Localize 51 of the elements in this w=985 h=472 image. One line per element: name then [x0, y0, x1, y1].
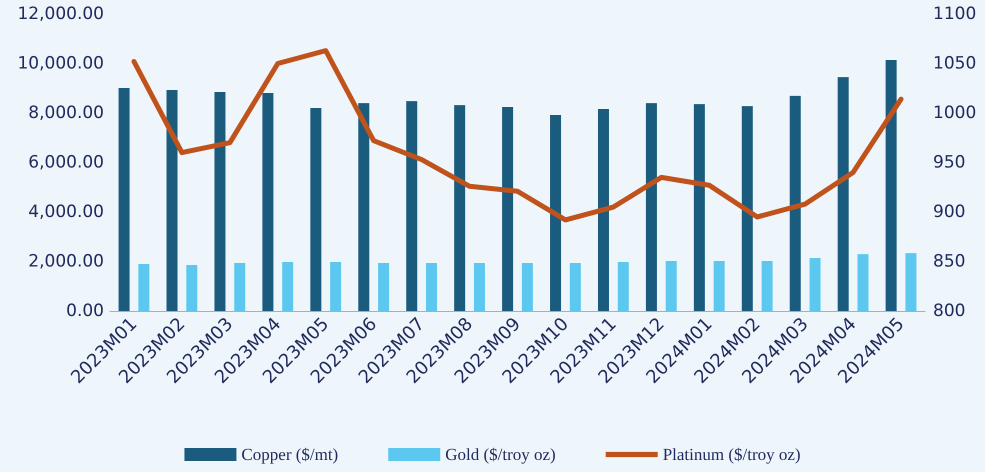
- y2-tick-label: 850: [933, 252, 966, 272]
- legend-label: Gold ($/troy oz): [445, 445, 556, 464]
- y2-tick-label: 1050: [933, 54, 976, 74]
- bar: [522, 262, 533, 311]
- bar: [886, 60, 897, 311]
- bar: [742, 106, 753, 311]
- bar: [790, 96, 801, 311]
- bar: [474, 262, 485, 311]
- bar: [550, 114, 562, 311]
- bar: [138, 264, 150, 311]
- bar: [570, 262, 581, 311]
- y-tick-label: 10,000.00: [17, 54, 104, 74]
- bar: [234, 262, 246, 311]
- bar: [330, 262, 342, 311]
- bar: [838, 77, 849, 311]
- bar: [406, 101, 418, 311]
- bar: [282, 262, 294, 311]
- bar: [905, 253, 916, 311]
- bar: [502, 107, 514, 311]
- y2-tick-label: 900: [933, 202, 966, 222]
- bar: [762, 261, 773, 311]
- y2-tick-label: 1100: [933, 4, 976, 24]
- bar: [186, 264, 198, 311]
- y2-tick-label: 950: [933, 152, 966, 172]
- bar: [618, 262, 629, 311]
- y-tick-label: 8,000.00: [28, 103, 104, 123]
- bar: [166, 90, 178, 311]
- bar: [810, 258, 821, 311]
- y2-tick-label: 1000: [933, 103, 976, 123]
- y-tick-label: 2,000.00: [28, 252, 104, 272]
- y-tick-label: 0.00: [66, 301, 104, 321]
- y2-tick-label: 800: [933, 301, 966, 321]
- y-tick-label: 6,000.00: [28, 152, 104, 172]
- legend-label: Copper ($/mt): [241, 445, 338, 464]
- bar: [118, 88, 130, 311]
- bar: [262, 92, 274, 311]
- y-tick-label: 4,000.00: [28, 202, 104, 222]
- bar: [646, 103, 657, 311]
- bar: [214, 92, 226, 311]
- bar: [310, 108, 322, 311]
- legend-label: Platinum ($/troy oz): [662, 445, 801, 464]
- bar: [454, 105, 466, 311]
- bar: [714, 261, 725, 311]
- bar: [358, 103, 370, 311]
- bar: [857, 254, 868, 311]
- bar: [378, 262, 390, 311]
- y-tick-label: 12,000.00: [17, 4, 104, 24]
- bar: [666, 261, 677, 311]
- bar: [598, 109, 609, 311]
- bar: [694, 104, 705, 311]
- bar: [426, 262, 438, 311]
